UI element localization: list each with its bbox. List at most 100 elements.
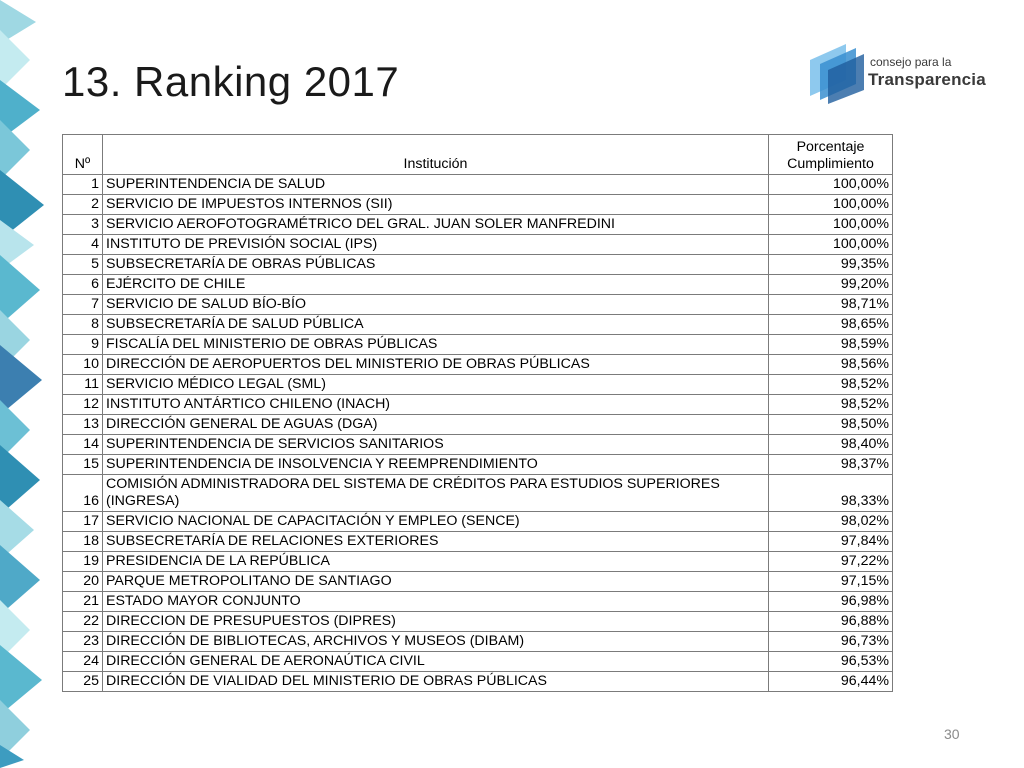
table-row: 21 ESTADO MAYOR CONJUNTO 96,98% [62, 591, 893, 612]
compliance-percent: 98,65% [768, 314, 893, 335]
institution-name: DIRECCIÓN DE BIBLIOTECAS, ARCHIVOS Y MUS… [102, 631, 769, 652]
table-row: 16 COMISIÓN ADMINISTRADORA DEL SISTEMA DE… [62, 474, 893, 512]
institution-name: SUPERINTENDENCIA DE SERVICIOS SANITARIOS [102, 434, 769, 455]
institution-name: SERVICIO MÉDICO LEGAL (SML) [102, 374, 769, 395]
rank-number: 19 [62, 551, 103, 572]
rank-number: 10 [62, 354, 103, 375]
table-header-row: Nº Institución Porcentaje Cumplimiento [62, 134, 893, 175]
institution-name: SERVICIO DE SALUD BÍO-BÍO [102, 294, 769, 315]
compliance-percent: 96,44% [768, 671, 893, 692]
compliance-percent: 99,20% [768, 274, 893, 295]
institution-name: FISCALÍA DEL MINISTERIO DE OBRAS PÚBLICA… [102, 334, 769, 355]
rank-number: 23 [62, 631, 103, 652]
table-row: 20 PARQUE METROPOLITANO DE SANTIAGO 97,15% [62, 571, 893, 592]
compliance-percent: 96,98% [768, 591, 893, 612]
rank-number: 5 [62, 254, 103, 275]
rank-number: 22 [62, 611, 103, 632]
rank-number: 17 [62, 511, 103, 532]
table-row: 5 SUBSECRETARÍA DE OBRAS PÚBLICAS 99,35% [62, 254, 893, 275]
rank-number: 13 [62, 414, 103, 435]
table-row: 9 FISCALÍA DEL MINISTERIO DE OBRAS PÚBLIC… [62, 334, 893, 355]
table-row: 15 SUPERINTENDENCIA DE INSOLVENCIA Y REEM… [62, 454, 893, 475]
compliance-percent: 100,00% [768, 174, 893, 195]
institution-name: DIRECCIÓN GENERAL DE AERONAÚTICA CIVIL [102, 651, 769, 672]
ranking-table-body: 1 SUPERINTENDENCIA DE SALUD 100,00% 2 SERVIC… [62, 174, 893, 692]
compliance-percent: 98,33% [768, 474, 893, 512]
table-row: 19 PRESIDENCIA DE LA REPÚBLICA 97,22% [62, 551, 893, 572]
institution-name: INSTITUTO ANTÁRTICO CHILENO (INACH) [102, 394, 769, 415]
logo-line-1: consejo para la [870, 55, 952, 69]
institution-name: SUBSECRETARÍA DE SALUD PÚBLICA [102, 314, 769, 335]
rank-number: 2 [62, 194, 103, 215]
institution-name: PARQUE METROPOLITANO DE SANTIAGO [102, 571, 769, 592]
institution-name: COMISIÓN ADMINISTRADORA DEL SISTEMA DE C… [102, 474, 769, 512]
rank-number: 1 [62, 174, 103, 195]
page-number: 30 [944, 726, 960, 742]
rank-number: 16 [62, 474, 103, 512]
rank-number: 18 [62, 531, 103, 552]
institution-name: EJÉRCITO DE CHILE [102, 274, 769, 295]
institution-name: DIRECCIÓN GENERAL DE AGUAS (DGA) [102, 414, 769, 435]
rank-number: 11 [62, 374, 103, 395]
rank-number: 4 [62, 234, 103, 255]
table-row: 3 SERVICIO AEROFOTOGRAMÉTRICO DEL GRAL. J… [62, 214, 893, 235]
table-row: 17 SERVICIO NACIONAL DE CAPACITACIÓN Y EM… [62, 511, 893, 532]
rank-number: 20 [62, 571, 103, 592]
institution-name: ESTADO MAYOR CONJUNTO [102, 591, 769, 612]
compliance-percent: 100,00% [768, 234, 893, 255]
logo-line-2: Transparencia [868, 70, 986, 89]
table-row: 22 DIRECCION DE PRESUPUESTOS (DIPRES) 96,8… [62, 611, 893, 632]
compliance-percent: 98,71% [768, 294, 893, 315]
table-row: 18 SUBSECRETARÍA DE RELACIONES EXTERIORES… [62, 531, 893, 552]
rank-number: 14 [62, 434, 103, 455]
compliance-percent: 98,56% [768, 354, 893, 375]
institution-name: SERVICIO DE IMPUESTOS INTERNOS (SII) [102, 194, 769, 215]
institution-name: DIRECCIÓN DE VIALIDAD DEL MINISTERIO DE … [102, 671, 769, 692]
rank-number: 24 [62, 651, 103, 672]
logo-mark-icon [810, 44, 864, 104]
rank-number: 8 [62, 314, 103, 335]
compliance-percent: 98,02% [768, 511, 893, 532]
institution-name: SUPERINTENDENCIA DE SALUD [102, 174, 769, 195]
institution-name: SUBSECRETARÍA DE RELACIONES EXTERIORES [102, 531, 769, 552]
compliance-percent: 96,88% [768, 611, 893, 632]
rank-number: 25 [62, 671, 103, 692]
table-row: 7 SERVICIO DE SALUD BÍO-BÍO 98,71% [62, 294, 893, 315]
header-percent: Porcentaje Cumplimiento [768, 134, 893, 175]
header-number: Nº [62, 134, 103, 175]
institution-name: SUBSECRETARÍA DE OBRAS PÚBLICAS [102, 254, 769, 275]
header-institution: Institución [102, 134, 769, 175]
compliance-percent: 100,00% [768, 214, 893, 235]
compliance-percent: 99,35% [768, 254, 893, 275]
institution-name: INSTITUTO DE PREVISIÓN SOCIAL (IPS) [102, 234, 769, 255]
institution-name: PRESIDENCIA DE LA REPÚBLICA [102, 551, 769, 572]
table-row: 8 SUBSECRETARÍA DE SALUD PÚBLICA 98,65% [62, 314, 893, 335]
table-row: 13 DIRECCIÓN GENERAL DE AGUAS (DGA) 98,50% [62, 414, 893, 435]
compliance-percent: 98,40% [768, 434, 893, 455]
table-row: 14 SUPERINTENDENCIA DE SERVICIOS SANITARI… [62, 434, 893, 455]
compliance-percent: 98,50% [768, 414, 893, 435]
compliance-percent: 100,00% [768, 194, 893, 215]
compliance-percent: 96,53% [768, 651, 893, 672]
table-row: 24 DIRECCIÓN GENERAL DE AERONAÚTICA CIVIL… [62, 651, 893, 672]
table-row: 4 INSTITUTO DE PREVISIÓN SOCIAL (IPS) 100,… [62, 234, 893, 255]
table-row: 25 DIRECCIÓN DE VIALIDAD DEL MINISTERIO D… [62, 671, 893, 692]
compliance-percent: 97,84% [768, 531, 893, 552]
rank-number: 7 [62, 294, 103, 315]
table-row: 2 SERVICIO DE IMPUESTOS INTERNOS (SII) 100… [62, 194, 893, 215]
table-row: 6 EJÉRCITO DE CHILE 99,20% [62, 274, 893, 295]
compliance-percent: 98,37% [768, 454, 893, 475]
table-row: 23 DIRECCIÓN DE BIBLIOTECAS, ARCHIVOS Y M… [62, 631, 893, 652]
compliance-percent: 98,52% [768, 374, 893, 395]
rank-number: 15 [62, 454, 103, 475]
rank-number: 3 [62, 214, 103, 235]
rank-number: 12 [62, 394, 103, 415]
compliance-percent: 98,52% [768, 394, 893, 415]
rank-number: 21 [62, 591, 103, 612]
institution-name: SUPERINTENDENCIA DE INSOLVENCIA Y REEMPR… [102, 454, 769, 475]
compliance-percent: 97,15% [768, 571, 893, 592]
institution-name: DIRECCION DE PRESUPUESTOS (DIPRES) [102, 611, 769, 632]
table-row: 1 SUPERINTENDENCIA DE SALUD 100,00% [62, 174, 893, 195]
rank-number: 6 [62, 274, 103, 295]
institution-name: DIRECCIÓN DE AEROPUERTOS DEL MINISTERIO … [102, 354, 769, 375]
